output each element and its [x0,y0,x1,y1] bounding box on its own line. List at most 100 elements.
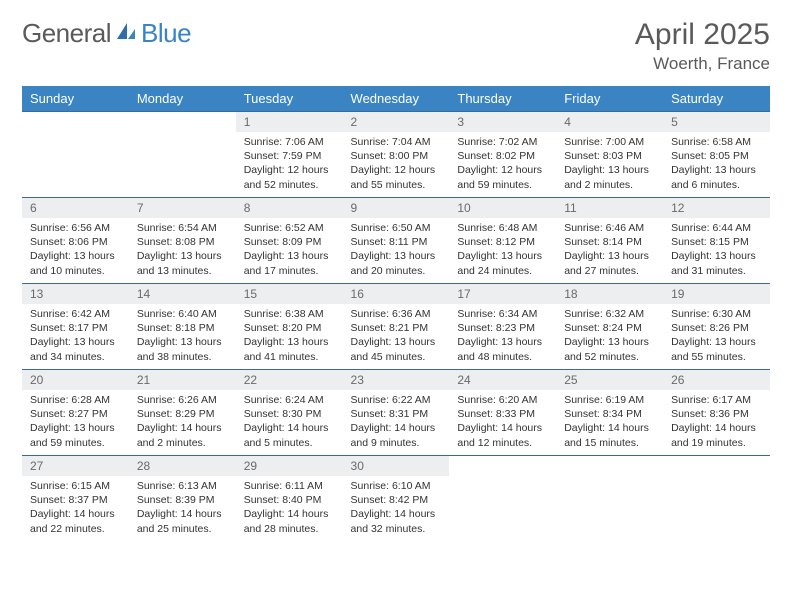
sunset-text: Sunset: 8:03 PM [564,149,655,163]
day-body: Sunrise: 6:34 AMSunset: 8:23 PMDaylight:… [449,304,556,368]
sunrise-text: Sunrise: 6:30 AM [671,307,762,321]
day-number: 22 [236,370,343,390]
calendar-cell: 3Sunrise: 7:02 AMSunset: 8:02 PMDaylight… [449,112,556,198]
sunset-text: Sunset: 8:12 PM [457,235,548,249]
day-number: 17 [449,284,556,304]
calendar-cell: 1Sunrise: 7:06 AMSunset: 7:59 PMDaylight… [236,112,343,198]
sunrise-text: Sunrise: 6:44 AM [671,221,762,235]
sunset-text: Sunset: 8:00 PM [351,149,442,163]
sunset-text: Sunset: 8:29 PM [137,407,228,421]
day-number: 20 [22,370,129,390]
sunrise-text: Sunrise: 6:54 AM [137,221,228,235]
daylight-text: Daylight: 13 hours and 38 minutes. [137,335,228,363]
day-number: 21 [129,370,236,390]
sunset-text: Sunset: 8:36 PM [671,407,762,421]
month-year: April 2025 [635,18,770,52]
day-number: 24 [449,370,556,390]
brand-logo: General Blue [22,18,191,49]
weekday-header: Wednesday [343,86,450,112]
sunrise-text: Sunrise: 6:40 AM [137,307,228,321]
calendar-cell [556,456,663,542]
sunset-text: Sunset: 8:26 PM [671,321,762,335]
day-body: Sunrise: 6:52 AMSunset: 8:09 PMDaylight:… [236,218,343,282]
day-number: 25 [556,370,663,390]
daylight-text: Daylight: 14 hours and 28 minutes. [244,507,335,535]
calendar-row: 1Sunrise: 7:06 AMSunset: 7:59 PMDaylight… [22,112,770,198]
calendar-cell: 16Sunrise: 6:36 AMSunset: 8:21 PMDayligh… [343,284,450,370]
day-body: Sunrise: 6:44 AMSunset: 8:15 PMDaylight:… [663,218,770,282]
calendar-cell: 8Sunrise: 6:52 AMSunset: 8:09 PMDaylight… [236,198,343,284]
day-body: Sunrise: 6:20 AMSunset: 8:33 PMDaylight:… [449,390,556,454]
day-number: 8 [236,198,343,218]
sunrise-text: Sunrise: 6:32 AM [564,307,655,321]
day-number: 30 [343,456,450,476]
weekday-header: Sunday [22,86,129,112]
day-body: Sunrise: 6:22 AMSunset: 8:31 PMDaylight:… [343,390,450,454]
daylight-text: Daylight: 14 hours and 22 minutes. [30,507,121,535]
sunrise-text: Sunrise: 6:11 AM [244,479,335,493]
calendar-cell: 2Sunrise: 7:04 AMSunset: 8:00 PMDaylight… [343,112,450,198]
sunrise-text: Sunrise: 7:00 AM [564,135,655,149]
daylight-text: Daylight: 13 hours and 20 minutes. [351,249,442,277]
day-body: Sunrise: 6:46 AMSunset: 8:14 PMDaylight:… [556,218,663,282]
day-number: 5 [663,112,770,132]
sunset-text: Sunset: 8:06 PM [30,235,121,249]
day-number: 11 [556,198,663,218]
calendar-cell: 14 Sunrise: 6:40 AMSunset: 8:18 PMDayligh… [129,284,236,370]
day-number: 23 [343,370,450,390]
day-number: 13 [22,284,129,304]
calendar-cell: 11Sunrise: 6:46 AMSunset: 8:14 PMDayligh… [556,198,663,284]
calendar-cell: 6Sunrise: 6:56 AMSunset: 8:06 PMDaylight… [22,198,129,284]
sunset-text: Sunset: 8:05 PM [671,149,762,163]
day-body: Sunrise: 6:36 AMSunset: 8:21 PMDaylight:… [343,304,450,368]
daylight-text: Daylight: 13 hours and 31 minutes. [671,249,762,277]
day-body: Sunrise: 7:02 AMSunset: 8:02 PMDaylight:… [449,132,556,196]
sunrise-text: Sunrise: 6:19 AM [564,393,655,407]
calendar-cell: 13Sunrise: 6:42 AMSunset: 8:17 PMDayligh… [22,284,129,370]
calendar-cell: 10Sunrise: 6:48 AMSunset: 8:12 PMDayligh… [449,198,556,284]
sunset-text: Sunset: 8:31 PM [351,407,442,421]
calendar-cell [663,456,770,542]
daylight-text: Daylight: 13 hours and 34 minutes. [30,335,121,363]
calendar-cell: 30Sunrise: 6:10 AMSunset: 8:42 PMDayligh… [343,456,450,542]
sunset-text: Sunset: 8:33 PM [457,407,548,421]
daylight-text: Daylight: 13 hours and 59 minutes. [30,421,121,449]
title-block: April 2025 Woerth, France [635,18,770,74]
daylight-text: Daylight: 12 hours and 55 minutes. [351,163,442,191]
daylight-text: Daylight: 14 hours and 12 minutes. [457,421,548,449]
day-number: 29 [236,456,343,476]
sunset-text: Sunset: 8:02 PM [457,149,548,163]
daylight-text: Daylight: 13 hours and 27 minutes. [564,249,655,277]
day-body: Sunrise: 6:28 AMSunset: 8:27 PMDaylight:… [22,390,129,454]
day-body: Sunrise: 6:54 AMSunset: 8:08 PMDaylight:… [129,218,236,282]
sunset-text: Sunset: 8:23 PM [457,321,548,335]
calendar-cell: 29Sunrise: 6:11 AMSunset: 8:40 PMDayligh… [236,456,343,542]
day-body: Sunrise: 7:04 AMSunset: 8:00 PMDaylight:… [343,132,450,196]
day-number: 26 [663,370,770,390]
sunset-text: Sunset: 8:34 PM [564,407,655,421]
day-number: 3 [449,112,556,132]
calendar-cell: 19Sunrise: 6:30 AMSunset: 8:26 PMDayligh… [663,284,770,370]
day-number: 19 [663,284,770,304]
calendar-cell: 18Sunrise: 6:32 AMSunset: 8:24 PMDayligh… [556,284,663,370]
day-body: Sunrise: 6:24 AMSunset: 8:30 PMDaylight:… [236,390,343,454]
day-number: 14 [129,284,236,304]
sunrise-text: Sunrise: 6:56 AM [30,221,121,235]
location: Woerth, France [635,54,770,74]
day-body: Sunrise: 6:48 AMSunset: 8:12 PMDaylight:… [449,218,556,282]
brand-sail-icon [115,21,137,46]
calendar-cell: 15Sunrise: 6:38 AMSunset: 8:20 PMDayligh… [236,284,343,370]
weekday-header-row: Sunday Monday Tuesday Wednesday Thursday… [22,86,770,112]
sunset-text: Sunset: 8:18 PM [137,321,228,335]
calendar-cell: 7Sunrise: 6:54 AMSunset: 8:08 PMDaylight… [129,198,236,284]
calendar-cell [22,112,129,198]
sunset-text: Sunset: 8:15 PM [671,235,762,249]
sunset-text: Sunset: 8:21 PM [351,321,442,335]
sunrise-text: Sunrise: 6:24 AM [244,393,335,407]
day-body: Sunrise: 6:19 AMSunset: 8:34 PMDaylight:… [556,390,663,454]
day-body: Sunrise: 6:13 AMSunset: 8:39 PMDaylight:… [129,476,236,540]
sunset-text: Sunset: 8:24 PM [564,321,655,335]
calendar-row: 27Sunrise: 6:15 AMSunset: 8:37 PMDayligh… [22,456,770,542]
sunrise-text: Sunrise: 7:06 AM [244,135,335,149]
header: General Blue April 2025 Woerth, France [22,18,770,74]
